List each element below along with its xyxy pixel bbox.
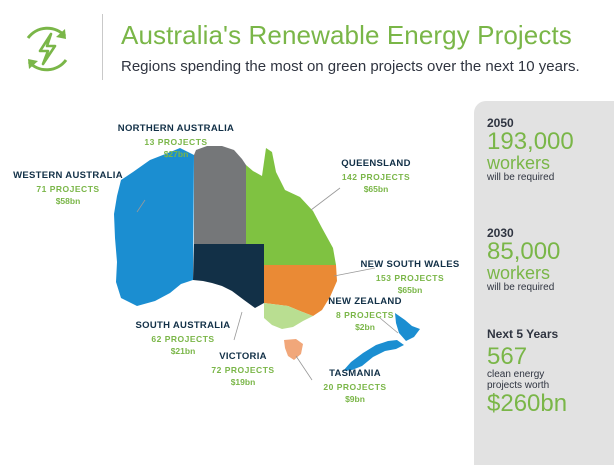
stat-value: 567: [487, 343, 528, 370]
region-spend: $21bn: [170, 346, 196, 356]
page-title: Australia's Renewable Energy Projects: [121, 20, 572, 50]
header-divider: [102, 14, 103, 80]
stat-note: will be required: [487, 282, 555, 293]
stat-year: Next 5 Years: [487, 327, 559, 341]
region-projects: 13 PROJECTS: [144, 136, 208, 147]
stat-year: 2030: [487, 226, 514, 240]
region-spend: $2bn: [355, 322, 375, 332]
stat-2050: 2050 193,000 workers will be required: [487, 116, 574, 183]
label-northern-australia: NORTHERN AUSTRALIA 13 PROJECTS $27bn: [106, 123, 246, 161]
stat-year: 2050: [487, 116, 514, 130]
region-name: WESTERN AUSTRALIA: [13, 170, 123, 181]
label-western-australia: WESTERN AUSTRALIA 71 PROJECTS $58bn: [8, 170, 128, 208]
region-projects: 71 PROJECTS: [36, 183, 100, 194]
label-south-australia: SOUTH AUSTRALIA 62 PROJECTS $21bn: [128, 320, 238, 358]
region-spend: $65bn: [363, 184, 389, 194]
stat-money: $260bn: [487, 390, 568, 417]
region-spend: $27bn: [163, 149, 189, 159]
region-projects: 62 PROJECTS: [151, 333, 215, 344]
victoria-region: [264, 303, 313, 329]
queensland-region: [246, 148, 336, 265]
stat-next-5-years: Next 5 Years 567 clean energy projects w…: [487, 327, 567, 417]
region-spend: $58bn: [55, 196, 81, 206]
northern-australia-region: [194, 146, 246, 244]
label-queensland: QUEENSLAND 142 PROJECTS $65bn: [336, 158, 416, 196]
western-australia-region: [114, 148, 194, 306]
region-name: SOUTH AUSTRALIA: [135, 320, 231, 331]
new-zealand-region: [343, 313, 420, 371]
region-name: TASMANIA: [329, 368, 381, 379]
region-projects: 72 PROJECTS: [211, 364, 275, 375]
tasmania-region: [284, 339, 303, 360]
region-projects: 153 PROJECTS: [375, 272, 445, 283]
region-name: NEW SOUTH WALES: [360, 259, 460, 270]
region-projects: 20 PROJECTS: [323, 381, 387, 392]
label-new-south-wales: NEW SOUTH WALES 153 PROJECTS $65bn: [358, 259, 462, 297]
stat-value: 193,000: [487, 128, 574, 155]
region-projects: 142 PROJECTS: [341, 171, 411, 182]
region-name: VICTORIA: [219, 351, 267, 362]
label-new-zealand: NEW ZEALAND 8 PROJECTS $2bn: [325, 296, 405, 334]
region-spend: $9bn: [345, 394, 365, 404]
label-tasmania: TASMANIA 20 PROJECTS $9bn: [315, 368, 395, 406]
stat-unit: workers: [487, 153, 551, 173]
renewable-lightning-icon: [26, 26, 68, 72]
region-spend: $19bn: [230, 377, 256, 387]
new-south-wales-region: [264, 265, 337, 316]
south-australia-region: [193, 244, 264, 308]
stat-note: will be required: [487, 172, 555, 183]
stat-unit: workers: [487, 263, 551, 283]
stat-note: projects worth: [487, 380, 550, 391]
region-name: NEW ZEALAND: [328, 296, 402, 307]
region-name: NORTHERN AUSTRALIA: [117, 123, 235, 134]
label-victoria: VICTORIA 72 PROJECTS $19bn: [203, 351, 283, 389]
stat-value: 85,000: [487, 238, 561, 265]
australia-map: [114, 146, 420, 381]
stat-note: clean energy: [487, 369, 545, 380]
region-projects: 8 PROJECTS: [336, 309, 394, 320]
region-spend: $65bn: [397, 285, 423, 295]
stats-panel: [474, 101, 614, 465]
stat-2030: 2030 85,000 workers will be required: [487, 226, 560, 293]
region-name: QUEENSLAND: [341, 158, 411, 169]
page-subtitle: Regions spending the most on green proje…: [121, 58, 580, 75]
